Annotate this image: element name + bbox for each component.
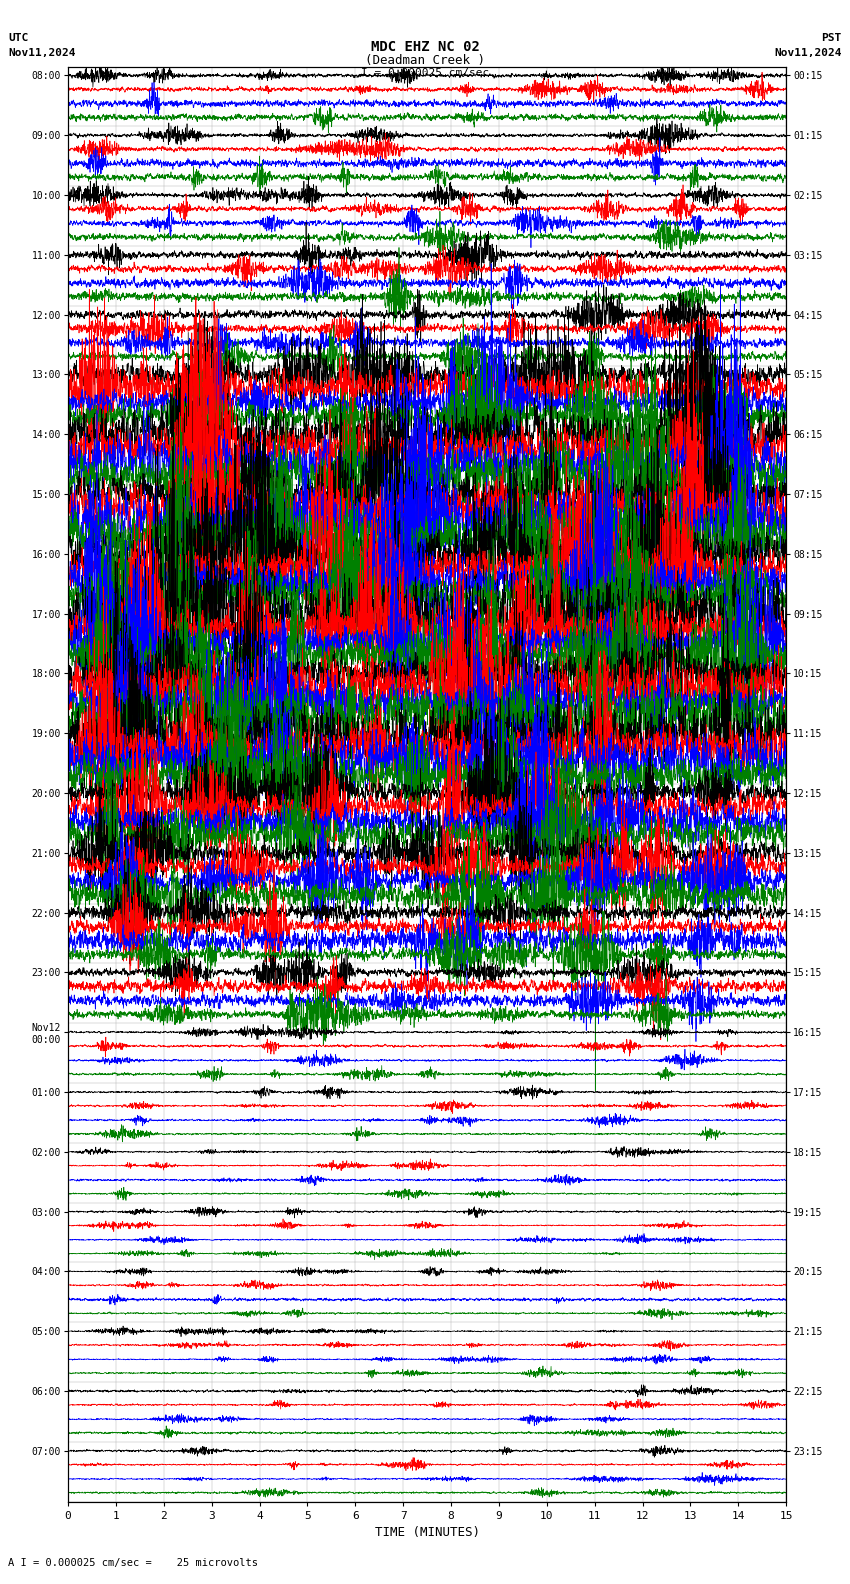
Text: PST: PST [821, 33, 842, 43]
Text: (Deadman Creek ): (Deadman Creek ) [365, 54, 485, 67]
Text: MDC EHZ NC 02: MDC EHZ NC 02 [371, 40, 479, 54]
Text: A I = 0.000025 cm/sec =    25 microvolts: A I = 0.000025 cm/sec = 25 microvolts [8, 1559, 258, 1568]
Text: I = 0.000025 cm/sec: I = 0.000025 cm/sec [361, 68, 489, 78]
Text: Nov11,2024: Nov11,2024 [774, 48, 842, 57]
Text: Nov11,2024: Nov11,2024 [8, 48, 76, 57]
X-axis label: TIME (MINUTES): TIME (MINUTES) [375, 1527, 479, 1540]
Text: UTC: UTC [8, 33, 29, 43]
